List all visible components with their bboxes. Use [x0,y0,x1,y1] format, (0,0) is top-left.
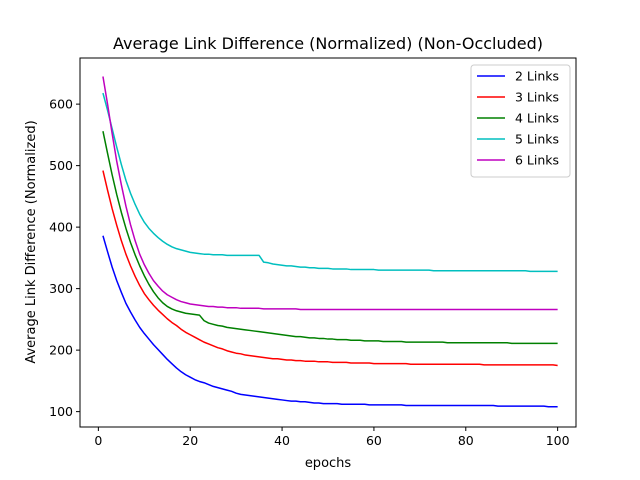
x-axis-label: epochs [305,456,352,471]
x-axis: 0 20 40 60 80 100 [94,427,570,448]
plot-series [102,76,558,408]
series-line-6-links [102,76,558,311]
series-line-2-links [102,235,558,408]
plot-frame [79,57,577,428]
legend: 2 Links 3 Links 4 Links 5 Links 6 Links [470,64,571,178]
legend-label: 2 Links [515,69,559,84]
x-tick-label: 100 [546,433,570,448]
y-tick-label: 100 [49,404,73,419]
legend-label: 3 Links [515,90,559,105]
chart-title: Average Link Difference (Normalized) (No… [113,34,543,53]
series-line-4-links [102,131,558,345]
x-tick-label: 20 [182,433,198,448]
legend-label: 6 Links [515,153,559,168]
y-tick-label: 600 [49,97,73,112]
x-tick-label: 40 [274,433,290,448]
series-line-3-links [102,170,558,367]
x-tick-label: 60 [366,433,382,448]
x-tick-label: 80 [458,433,474,448]
y-tick-label: 300 [49,281,73,296]
legend-box [470,64,571,178]
legend-label: 4 Links [515,111,559,126]
y-tick-label: 400 [49,220,73,235]
y-tick-label: 200 [49,343,73,358]
series-line-5-links [102,92,558,273]
x-tick-label: 0 [94,433,102,448]
y-tick-label: 500 [49,158,73,173]
y-axis: 100 200 300 400 500 600 [49,97,80,419]
legend-label: 5 Links [515,132,559,147]
y-axis-label: Average Link Difference (Normalized) [24,120,39,363]
